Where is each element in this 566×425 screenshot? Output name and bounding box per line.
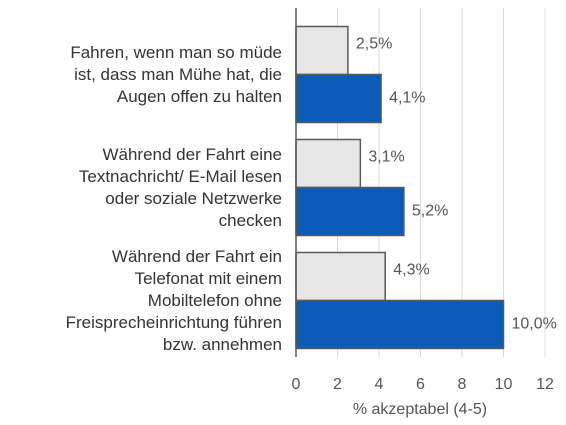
- value-label: 2,5%: [356, 36, 392, 53]
- category-label: Während der Fahrt ein Telefonat mit eine…: [65, 246, 282, 354]
- value-label: 3,1%: [368, 149, 404, 166]
- x-tick-label: 0: [292, 376, 301, 393]
- x-tick-label: 2: [333, 376, 342, 393]
- x-tick-label: 10: [495, 376, 513, 393]
- bar: [295, 186, 405, 237]
- bar: [295, 73, 382, 124]
- category-label: Während der Fahrt eine Textnachricht/ E-…: [78, 144, 282, 230]
- x-tick-label: 6: [416, 376, 425, 393]
- x-tick-label: 8: [458, 376, 467, 393]
- value-label: 4,3%: [393, 262, 429, 279]
- category-label: Fahren, wenn man so müde ist, dass man M…: [70, 42, 282, 106]
- value-label: 10,0%: [512, 316, 557, 333]
- x-tick-label: 12: [536, 376, 554, 393]
- bar: [295, 25, 349, 76]
- bar: [295, 138, 362, 189]
- bar: [295, 299, 505, 350]
- value-label: 4,1%: [389, 90, 425, 107]
- x-tick-label: 4: [375, 376, 384, 393]
- value-label: 5,2%: [412, 203, 448, 220]
- x-axis-label: % akzeptabel (4-5): [353, 401, 487, 418]
- bar: [295, 251, 386, 302]
